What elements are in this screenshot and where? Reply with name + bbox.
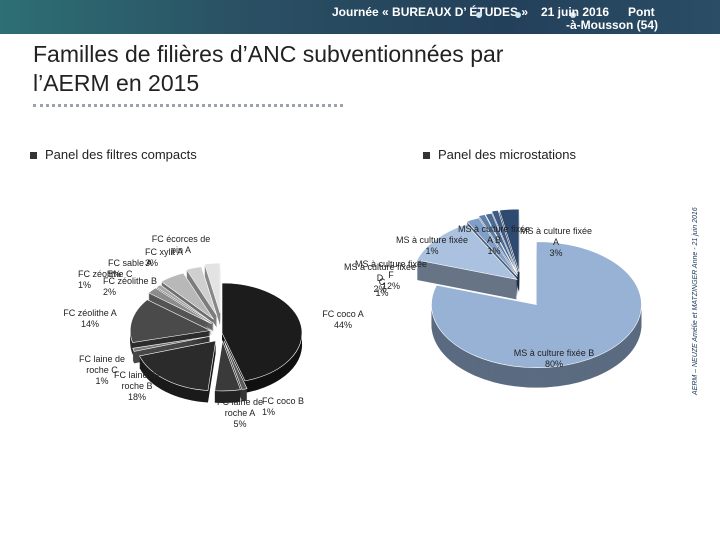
left-panel-heading: Panel des filtres compacts — [30, 147, 197, 162]
pie-slice — [491, 210, 519, 273]
pie-slice-label: FC laine de roche C 1% — [79, 354, 125, 386]
event-title: Journée « BUREAUX D’ ÉTUDES » — [332, 5, 529, 19]
pie-slice-label: FC coco A 44% — [322, 309, 364, 330]
pie-slice-label: FC coco B 1% — [262, 396, 304, 417]
left-panel-heading-text: Panel des filtres compacts — [45, 147, 197, 162]
pie-slice — [155, 284, 213, 323]
right-panel-heading: Panel des microstations — [423, 147, 576, 162]
pie-slice-side — [132, 340, 211, 356]
pie-slice — [221, 282, 303, 382]
slide-title: Familles de filières d’ANC subventionnée… — [33, 41, 504, 96]
banner-dot-icon — [476, 12, 482, 18]
side-credit: AERM – NEUZE Amélie et MATZINGER Anne - … — [692, 207, 699, 395]
pie-slice-label: FC laine de roche B 18% — [114, 370, 160, 402]
pie-slice — [466, 217, 518, 277]
pie-slice — [204, 262, 221, 314]
pie-slice-label: MS à culture fixée 1% — [396, 235, 468, 256]
pie-slice-label: FC écorces de pin A — [152, 234, 211, 255]
event-place-line2: -à-Mousson (54) — [566, 18, 659, 32]
pie-slice-label: FC laine de roche A 5% — [217, 397, 263, 429]
pie-slice-label: FC sable A 5% — [108, 258, 152, 279]
pie-slice-side — [132, 339, 211, 355]
header-banner: Journée « BUREAUX D’ ÉTUDES » 21 juin 20… — [0, 0, 720, 34]
pie-slice-label: C 1% — [375, 277, 388, 298]
bullet-icon — [423, 152, 430, 160]
pie-slice-label: FC xylit A 3% — [145, 247, 183, 268]
pie-slice-label: MS à culture fixée D 2% — [344, 262, 416, 294]
pie-slice — [498, 208, 520, 273]
pie-slice-label: MS à culture fixée A B 1% — [458, 224, 530, 256]
pie-slice — [214, 339, 241, 392]
pie-slice — [186, 266, 218, 316]
pie-slice — [223, 340, 248, 390]
right-panel-heading-text: Panel des microstations — [438, 147, 577, 162]
title-divider — [33, 104, 343, 107]
pie-slice — [478, 214, 518, 275]
pie-slice-label: FC zéolithe B 2% — [103, 276, 157, 297]
pie-slice-label: MS à culture fixée A 3% — [520, 226, 592, 258]
pie-slice-label: FC zéolithe A 14% — [63, 308, 117, 329]
pie-slice — [132, 335, 211, 352]
banner-dot-icon — [570, 12, 576, 18]
pie-slice — [484, 212, 519, 275]
banner-dot-icon — [515, 12, 521, 18]
pie-slice-side — [132, 341, 211, 357]
pie-slice-label: MS à culture fixée F 12% — [355, 259, 427, 291]
pie-slice — [147, 287, 212, 324]
pie-slice — [129, 299, 212, 343]
pie-slice — [160, 272, 214, 320]
pie-slice-label: FC zéolithe C 1% — [78, 269, 133, 290]
pie-slice-label: MS à culture fixée B 80% — [514, 348, 595, 369]
pie-slice-side — [132, 337, 211, 353]
pie-slice — [416, 223, 518, 280]
pie-slice — [431, 241, 642, 368]
pie-slice — [139, 340, 217, 391]
pie-slice-side — [132, 338, 211, 354]
bullet-icon — [30, 152, 37, 160]
event-place-line1: Pont — [628, 5, 655, 19]
event-date: 21 juin 2016 — [541, 5, 610, 19]
